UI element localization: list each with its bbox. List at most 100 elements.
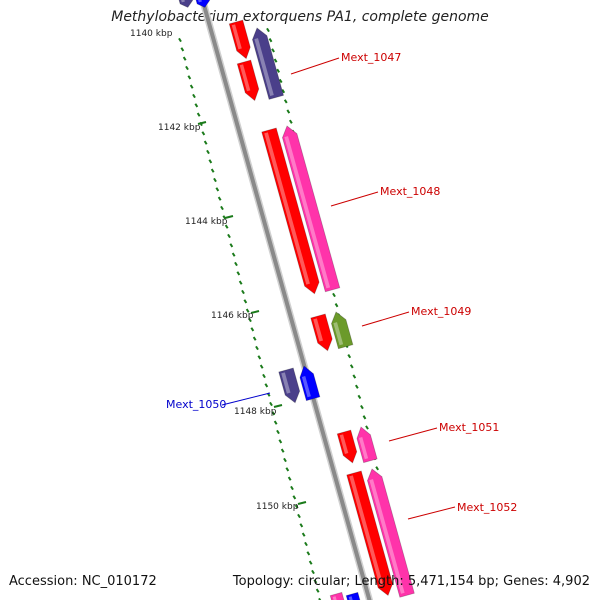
tick-dot [217, 196, 222, 201]
tick-dot [271, 411, 276, 416]
tick-dot [213, 177, 217, 183]
gene-label-mext-1050[interactable]: Mext_1050 [166, 398, 226, 411]
gene-label-mext-1052[interactable]: Mext_1052 [457, 501, 517, 514]
tick-dot [273, 420, 278, 425]
tick-dot [210, 168, 215, 173]
tick-dot [306, 551, 311, 556]
gene-mext-1047 [252, 27, 285, 100]
tick-dot [332, 292, 336, 298]
tick-dot [360, 404, 364, 410]
tick-dot [280, 448, 285, 453]
tick-dot [187, 75, 192, 80]
tick-dot [222, 215, 227, 220]
tick-dot [208, 159, 213, 164]
gene-label-mext-1051[interactable]: Mext_1051 [439, 421, 499, 434]
leader-mext-1051 [388, 427, 438, 442]
major-tick [297, 501, 307, 505]
tick-dot [278, 439, 283, 444]
tick-dot [278, 78, 283, 84]
tick-dot [304, 541, 308, 547]
tick-dot [252, 336, 257, 341]
gene-bottom-blue [345, 591, 362, 600]
tick-dot [365, 425, 369, 430]
tick-dot [224, 224, 229, 229]
summary-text: Topology: circular; Length: 5,471,154 bp… [232, 574, 590, 589]
tick-dot [234, 261, 238, 267]
tick-dot [271, 48, 275, 53]
tick-dot [285, 467, 290, 472]
tick-dot [315, 588, 320, 593]
tick-dot [313, 579, 318, 584]
tick-dot [283, 99, 288, 104]
tick-dot [194, 103, 199, 108]
gene-red-1052 [346, 470, 393, 596]
tick-dot [206, 149, 210, 155]
tick-dot [259, 364, 264, 369]
gene-label-mext-1049[interactable]: Mext_1049 [411, 305, 471, 318]
tick-dot [334, 303, 339, 308]
gene-red-1047b [236, 59, 260, 102]
gene-label-mext-1048[interactable]: Mext_1048 [380, 185, 440, 198]
gene-bottom-pink [329, 591, 346, 600]
tick-dot [357, 394, 362, 400]
tick-dot [362, 415, 367, 420]
gene-blue-1050 [299, 365, 321, 402]
gene-mext-1052 [367, 468, 415, 598]
gene-mext-1050 [278, 367, 301, 404]
tick-dot [189, 84, 194, 89]
gene-features [176, 0, 415, 600]
gene-mext-1048 [282, 125, 341, 293]
gene-red-1051 [336, 429, 358, 464]
scale-label-1150: 1150 kbp [256, 502, 299, 512]
gene-red-1048 [261, 127, 320, 295]
leader-mext-1049 [361, 311, 410, 327]
tick-dot [229, 243, 234, 248]
tick-dot [288, 119, 293, 124]
tick-dot [276, 68, 281, 73]
tick-dot [301, 532, 306, 537]
tick-dot [264, 383, 269, 388]
gene-red-1049 [310, 313, 333, 352]
tick-dot [255, 345, 259, 351]
tick-dot [262, 373, 266, 379]
tick-dot [241, 289, 245, 295]
scale-label-1146: 1146 kbp [211, 311, 254, 321]
gene-label-mext-1047[interactable]: Mext_1047 [341, 51, 401, 64]
tick-dot [276, 429, 280, 435]
tick-dot [220, 205, 224, 211]
tick-dot [273, 58, 278, 63]
tick-dot [294, 504, 299, 509]
tick-dot [236, 271, 241, 276]
tick-dot [215, 187, 220, 192]
tick-dot [354, 384, 359, 389]
scale-label-1140: 1140 kbp [130, 29, 173, 39]
leader-mext-1048 [330, 191, 379, 207]
tick-dot [349, 364, 354, 369]
scale-label-1142: 1142 kbp [158, 123, 201, 133]
tick-dot [180, 47, 185, 52]
tick-dot [311, 569, 315, 575]
scale-labels: 1140 kbp 1142 kbp 1144 kbp 1146 kbp 1148… [130, 29, 299, 512]
tick-dot [250, 327, 255, 332]
tick-dot [231, 252, 236, 257]
backbone-line [200, 0, 372, 600]
tick-dot [201, 131, 206, 136]
tick-dot [347, 354, 352, 359]
tick-dot [290, 485, 294, 491]
gene-top-blue [193, 0, 211, 8]
tick-dot [196, 112, 201, 117]
tick-dot [352, 374, 357, 379]
gene-labels: Mext_1047 Mext_1048 Mext_1049 Mext_1050 … [166, 51, 517, 520]
leader-mext-1050 [221, 392, 271, 406]
major-tick [273, 404, 283, 408]
tick-dot [245, 308, 250, 313]
tick-dot [308, 560, 313, 565]
tick-dot [243, 299, 248, 304]
tick-dot [286, 109, 291, 114]
major-tick [224, 215, 234, 219]
tick-dot [318, 597, 322, 600]
tick-dot [281, 89, 286, 94]
tick-dot [266, 27, 270, 33]
tick-dot [178, 37, 182, 43]
